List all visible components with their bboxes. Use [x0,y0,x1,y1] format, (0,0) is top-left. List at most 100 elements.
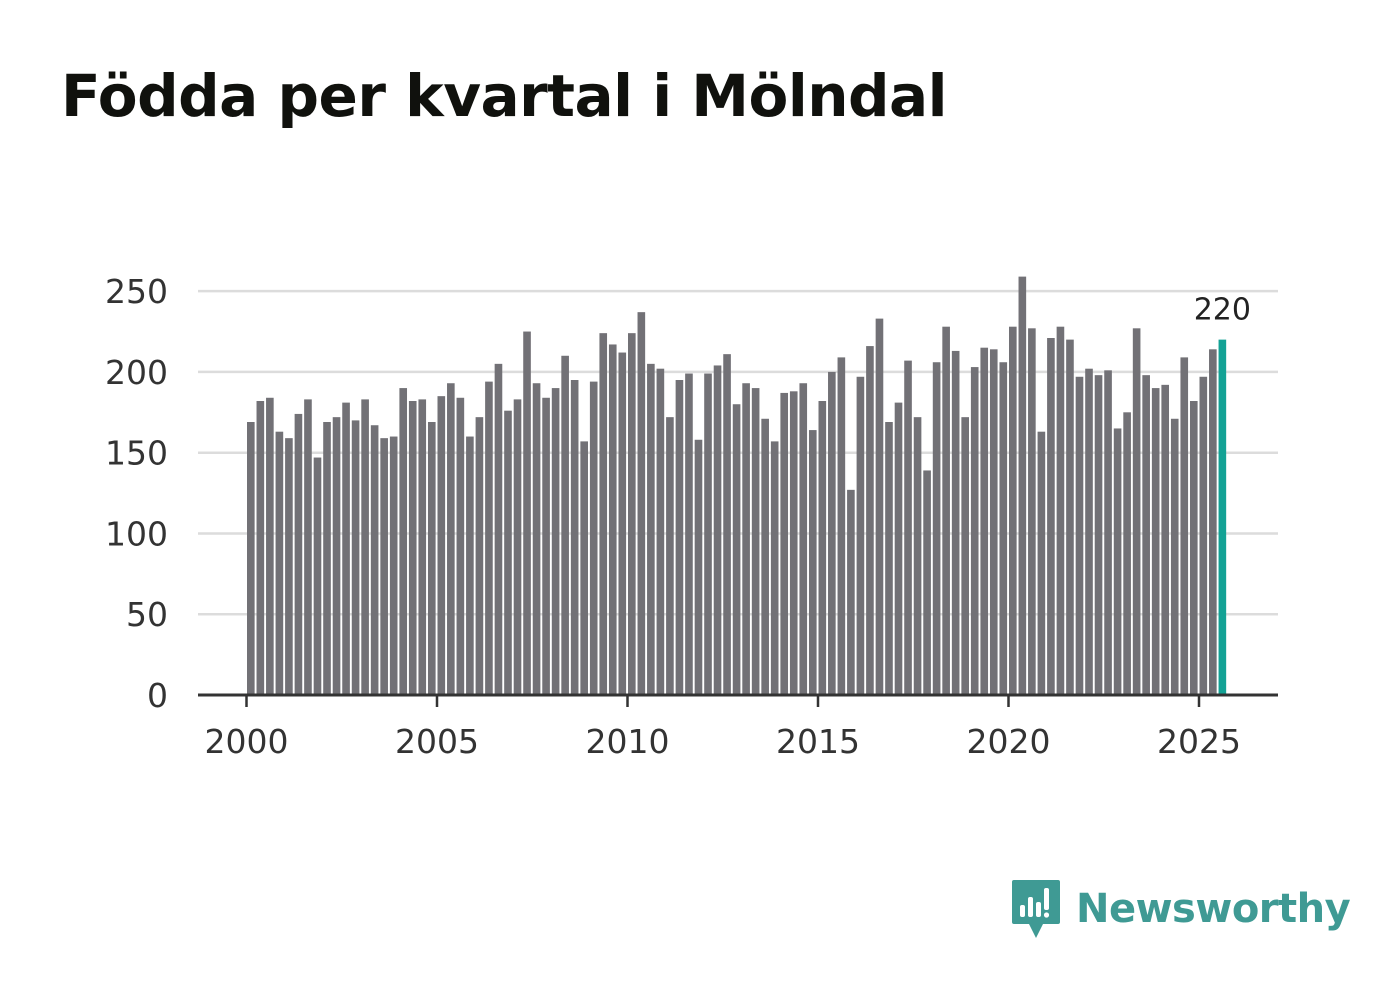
bar-19 [418,399,427,695]
bar-49 [704,373,712,695]
bar-60 [808,430,817,695]
bar-16 [389,436,398,695]
bar-53 [742,383,750,695]
bar-88 [1075,376,1084,695]
bar-51 [723,354,731,695]
bar-44 [656,368,665,695]
bar-72 [923,470,931,695]
bar-71 [913,417,922,695]
bar-37 [589,381,598,695]
bar-56 [770,441,779,695]
bar-98 [1170,418,1179,695]
bar-81 [1009,326,1017,695]
bars [247,276,1227,695]
bar-57 [780,392,789,695]
bar-31 [532,383,541,695]
bar-101 [1199,376,1208,695]
bar-52 [732,404,741,695]
bar-33 [551,388,560,695]
bar-8 [313,457,322,695]
bar-36 [580,441,588,695]
bar-28 [504,410,512,695]
bar-102 [1209,349,1217,695]
x-tick-label-2005: 2005 [395,722,479,761]
bar-39 [608,344,617,695]
bar-1 [247,422,255,695]
bar-43 [647,363,655,695]
bar-100 [1189,401,1198,695]
bar-85 [1047,338,1055,695]
y-tick-label-200: 200 [105,353,168,392]
bar-11 [342,402,350,695]
bar-40 [618,352,627,695]
bar-12 [351,420,360,695]
newsworthy-logo-icon [1012,880,1060,938]
bar-74 [942,326,950,695]
bar-69 [894,402,903,695]
bar-59 [799,383,808,695]
bar-95 [1142,375,1150,695]
bar-97 [1161,384,1170,695]
bar-29 [513,399,522,695]
x-tick-label-2010: 2010 [586,722,670,761]
bar-73 [932,362,941,695]
bar-90 [1094,375,1103,695]
bar-10 [332,417,341,695]
bar-latest [1218,339,1227,695]
bar-24 [466,436,474,695]
bar-42 [637,312,646,695]
brand-name: Newsworthy [1076,886,1351,932]
bar-6 [294,413,303,695]
bar-78 [980,347,989,695]
bar-3 [266,397,274,695]
y-tick-label-0: 0 [147,676,168,715]
bar-32 [542,397,550,695]
bar-61 [818,401,827,695]
bar-15 [380,438,388,695]
bar-65 [856,376,865,695]
bar-70 [904,360,912,695]
bar-99 [1180,357,1189,695]
x-tick-label-2020: 2020 [967,722,1051,761]
y-tick-label-150: 150 [105,434,168,473]
bar-46 [675,380,684,695]
y-tick-label-250: 250 [105,272,168,311]
bar-76 [961,417,969,695]
bar-7 [304,399,312,695]
bar-79 [989,349,998,695]
bar-2 [256,401,265,695]
bar-45 [666,417,674,695]
axes: 0 50 100 150 200 250 2000 2005 2010 2015 2020 2025 [105,272,1278,761]
bar-67 [875,318,884,695]
x-tick-label-2025: 2025 [1157,722,1241,761]
bar-63 [837,357,846,695]
bar-34 [561,355,569,695]
bar-47 [685,373,693,695]
bar-41 [628,333,636,695]
bar-20 [427,422,436,695]
brand-logo: Newsworthy [1010,878,1351,940]
bar-38 [599,333,608,695]
bar-25 [475,417,484,695]
x-tick-label-2000: 2000 [205,722,289,761]
bar-5 [285,438,293,695]
bar-86 [1056,326,1065,695]
bar-4 [275,431,284,695]
bar-87 [1066,339,1074,695]
bar-18 [408,401,417,695]
bar-26 [485,381,493,695]
bar-13 [361,399,369,695]
bar-54 [751,388,760,695]
y-tick-label-100: 100 [105,514,168,553]
bar-27 [494,363,503,695]
latest-value-label: 220 [1194,293,1251,328]
bar-9 [323,422,331,695]
bar-21 [437,396,446,695]
bar-50 [713,365,722,695]
bar-83 [1028,328,1036,695]
bar-94 [1132,328,1141,695]
bar-80 [999,362,1008,695]
y-tick-label-50: 50 [126,595,168,634]
bar-82 [1018,276,1027,695]
